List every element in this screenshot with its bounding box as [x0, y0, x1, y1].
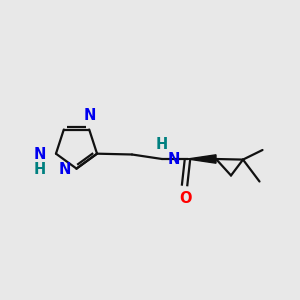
Text: H: H	[155, 137, 167, 152]
Polygon shape	[188, 155, 216, 163]
Text: H: H	[34, 162, 46, 177]
Text: O: O	[179, 191, 192, 206]
Text: N: N	[84, 108, 96, 123]
Text: N: N	[34, 147, 46, 162]
Text: N: N	[167, 152, 180, 166]
Text: N: N	[59, 162, 71, 177]
